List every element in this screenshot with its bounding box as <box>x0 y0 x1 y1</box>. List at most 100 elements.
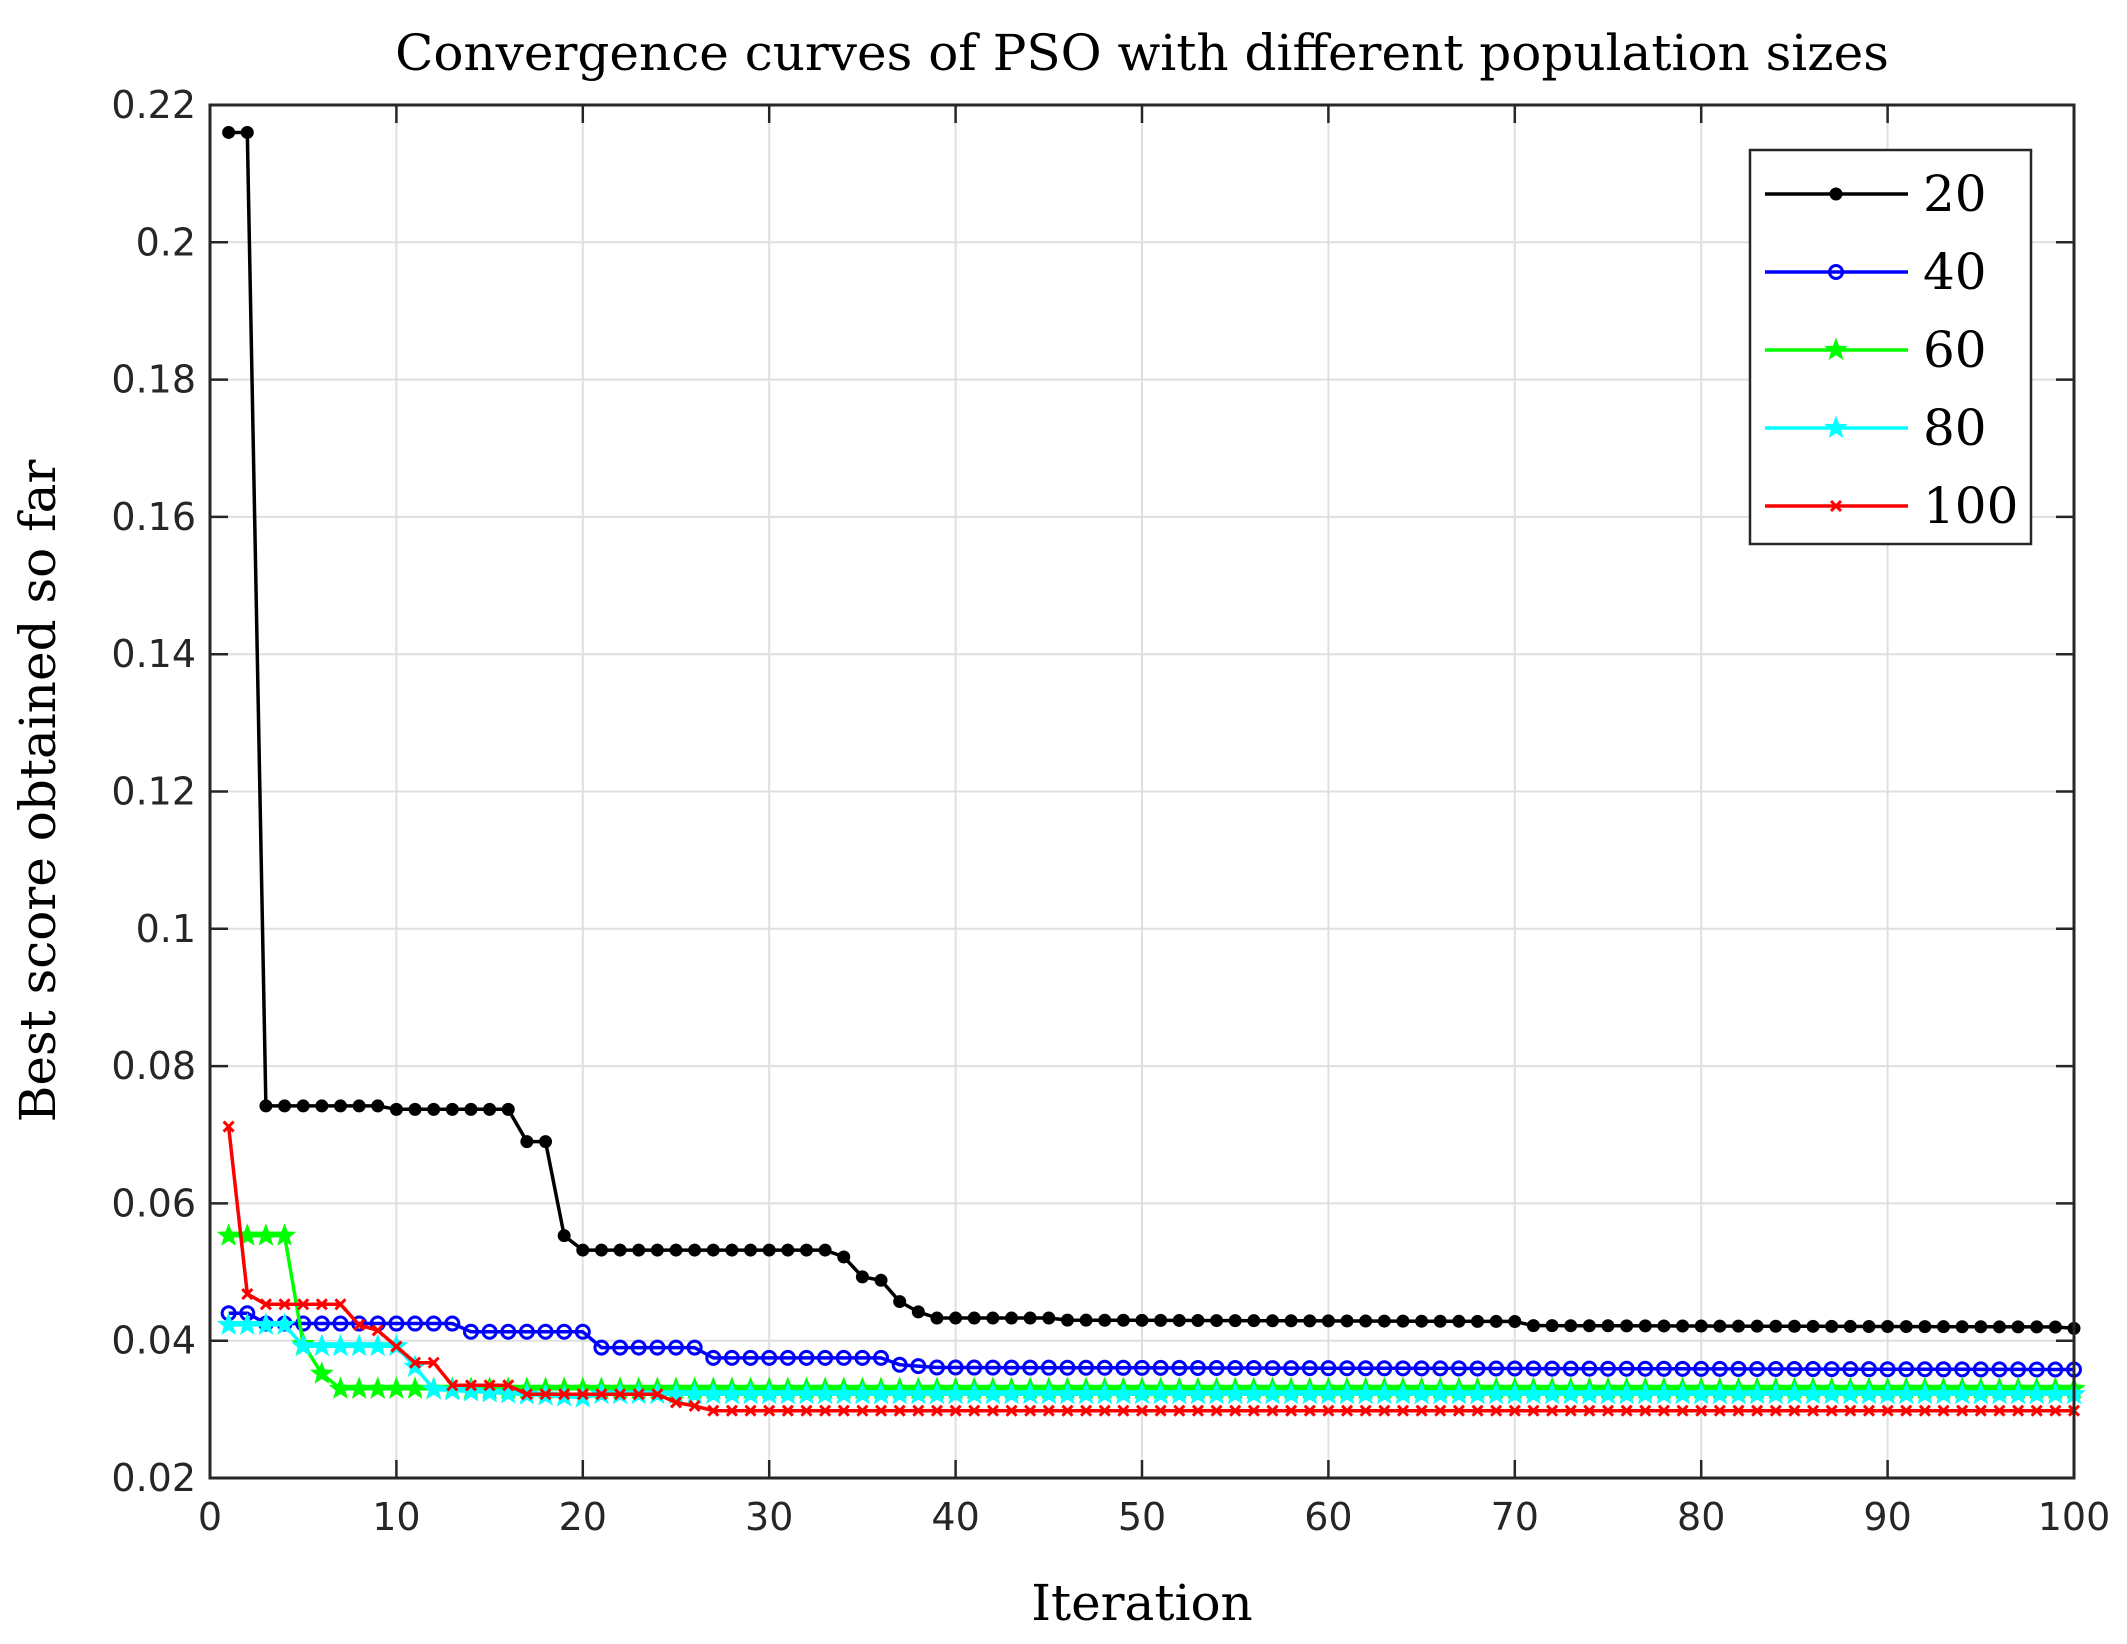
data-point <box>1823 1361 1840 1378</box>
data-point <box>928 1359 945 1376</box>
data-point <box>1694 1319 1708 1333</box>
data-point <box>723 1349 740 1366</box>
data-point <box>725 1243 739 1257</box>
data-point <box>483 1379 496 1392</box>
series-line-20 <box>228 130 2075 1331</box>
data-point <box>1490 1404 1503 1417</box>
data-point <box>1059 1359 1076 1376</box>
data-point <box>310 1333 334 1357</box>
data-point <box>295 1315 312 1332</box>
data-point <box>1881 1404 1894 1417</box>
data-point <box>1751 1404 1764 1417</box>
data-point <box>1135 1404 1149 1417</box>
data-point <box>1601 1404 1615 1417</box>
data-point <box>1321 1314 1335 1328</box>
data-point <box>930 1311 944 1325</box>
data-point <box>1191 1404 1204 1417</box>
data-point <box>669 1243 683 1257</box>
data-point <box>1954 1361 1971 1378</box>
data-point <box>240 125 254 139</box>
data-point <box>1022 1359 1039 1376</box>
data-point <box>483 1102 497 1116</box>
data-point <box>705 1349 722 1366</box>
data-point <box>686 1339 703 1356</box>
data-point <box>333 1099 347 1113</box>
data-point <box>315 1298 328 1311</box>
data-point <box>2010 1361 2027 1378</box>
data-point <box>1674 1360 1691 1377</box>
data-point <box>1879 1361 1896 1378</box>
data-point <box>445 1102 459 1116</box>
x-tick-label: 80 <box>1677 1495 1725 1539</box>
data-point <box>1098 1404 1111 1417</box>
data-point <box>1061 1404 1074 1417</box>
data-point <box>893 1295 907 1309</box>
data-point <box>1843 1319 1857 1333</box>
x-tick-label: 100 <box>2038 1495 2111 1539</box>
data-point <box>1657 1319 1671 1333</box>
data-point <box>1918 1320 1932 1334</box>
data-point <box>216 1312 241 1335</box>
data-point <box>817 1349 834 1366</box>
data-point <box>1693 1360 1710 1377</box>
data-point <box>1881 1320 1895 1334</box>
data-point <box>1005 1311 1019 1325</box>
data-point <box>1713 1319 1727 1333</box>
data-point <box>315 1099 329 1113</box>
x-tick-label: 40 <box>931 1495 979 1539</box>
data-point <box>1135 1313 1149 1327</box>
data-point <box>1191 1314 1205 1328</box>
data-point <box>1546 1404 1559 1417</box>
data-point <box>425 1315 442 1332</box>
data-point <box>1787 1319 1801 1333</box>
data-point <box>1434 1404 1447 1417</box>
data-point <box>1396 1314 1410 1328</box>
data-point <box>313 1315 330 1332</box>
data-point <box>328 1333 353 1357</box>
data-point <box>1900 1404 1913 1417</box>
data-point <box>1266 1404 1279 1417</box>
data-point <box>856 1404 869 1417</box>
data-point <box>2011 1320 2025 1334</box>
x-axis-label: Iteration <box>1031 1574 1253 1632</box>
y-tick-label: 0.2 <box>136 220 196 264</box>
data-point <box>1769 1319 1783 1333</box>
data-point <box>421 1376 446 1400</box>
legend-entry-80: 80 <box>1765 399 1987 457</box>
data-point <box>1228 1314 1242 1328</box>
y-tick-label: 0.18 <box>111 358 196 402</box>
data-point <box>613 1243 627 1257</box>
data-point <box>365 1376 390 1399</box>
data-point <box>1527 1404 1540 1417</box>
x-tick-label: 20 <box>559 1495 607 1539</box>
data-point <box>854 1349 871 1366</box>
data-point <box>332 1315 349 1332</box>
data-point <box>1229 1404 1242 1417</box>
data-point <box>407 1315 424 1332</box>
data-point <box>459 1379 483 1402</box>
data-point <box>1544 1360 1561 1377</box>
data-point <box>1469 1360 1486 1377</box>
data-point <box>1562 1360 1579 1377</box>
legend-label: 100 <box>1923 477 2018 535</box>
data-point <box>1545 1319 1559 1333</box>
legend-marker <box>1824 337 1848 361</box>
data-point <box>1284 1314 1298 1328</box>
data-point <box>1844 1404 1857 1417</box>
data-point <box>873 1349 890 1366</box>
data-point <box>1711 1360 1728 1377</box>
data-point <box>874 1404 888 1417</box>
data-point <box>1862 1319 1876 1333</box>
data-point <box>222 1120 235 1133</box>
data-point <box>1638 1319 1652 1333</box>
legend-marker <box>1829 499 1843 513</box>
data-point <box>427 1356 440 1369</box>
data-point <box>388 1315 405 1332</box>
chart-title: Convergence curves of PSO with different… <box>395 24 1889 82</box>
series-layer <box>216 125 2086 1417</box>
series-20 <box>222 125 2081 1335</box>
data-point <box>1862 1404 1876 1417</box>
data-point <box>1394 1360 1411 1377</box>
data-point <box>744 1404 757 1417</box>
data-point <box>1283 1360 1300 1377</box>
